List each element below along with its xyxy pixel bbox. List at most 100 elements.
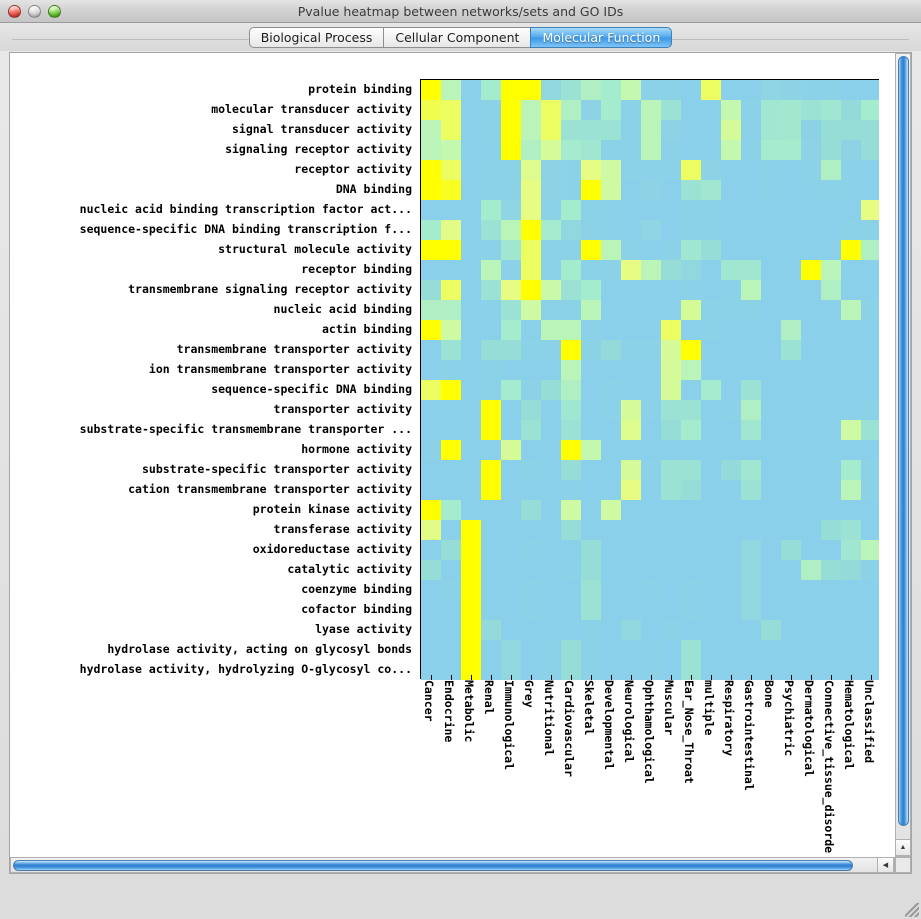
heatmap-cell[interactable] [481, 120, 501, 140]
heatmap-cell[interactable] [421, 380, 441, 400]
heatmap-cell[interactable] [721, 100, 741, 120]
heatmap-cell[interactable] [621, 600, 641, 620]
heatmap-cell[interactable] [841, 540, 861, 560]
heatmap-cell[interactable] [441, 520, 461, 540]
heatmap-cell[interactable] [861, 600, 879, 620]
heatmap-cell[interactable] [841, 380, 861, 400]
heatmap-cell[interactable] [721, 640, 741, 660]
heatmap-cell[interactable] [681, 260, 701, 280]
heatmap-cell[interactable] [841, 360, 861, 380]
heatmap-cell[interactable] [581, 220, 601, 240]
heatmap-cell[interactable] [601, 580, 621, 600]
heatmap-cell[interactable] [441, 260, 461, 280]
heatmap-cell[interactable] [821, 180, 841, 200]
heatmap-cell[interactable] [541, 200, 561, 220]
heatmap-cell[interactable] [561, 460, 581, 480]
heatmap-cell[interactable] [541, 260, 561, 280]
heatmap-cell[interactable] [701, 580, 721, 600]
heatmap-cell[interactable] [861, 200, 879, 220]
heatmap-cell[interactable] [781, 300, 801, 320]
heatmap-cell[interactable] [661, 560, 681, 580]
heatmap-cell[interactable] [461, 440, 481, 460]
heatmap-cell[interactable] [801, 600, 821, 620]
heatmap-cell[interactable] [501, 660, 521, 680]
heatmap-cell[interactable] [541, 80, 561, 100]
heatmap-cell[interactable] [421, 600, 441, 620]
heatmap-cell[interactable] [441, 480, 461, 500]
heatmap-cell[interactable] [541, 520, 561, 540]
heatmap-cell[interactable] [461, 300, 481, 320]
heatmap-cell[interactable] [821, 540, 841, 560]
heatmap-cell[interactable] [481, 600, 501, 620]
heatmap-cell[interactable] [681, 600, 701, 620]
heatmap-cell[interactable] [761, 260, 781, 280]
heatmap-cell[interactable] [601, 500, 621, 520]
heatmap-cell[interactable] [561, 640, 581, 660]
heatmap-cell[interactable] [801, 200, 821, 220]
heatmap-cell[interactable] [421, 560, 441, 580]
heatmap-cell[interactable] [621, 300, 641, 320]
heatmap-cell[interactable] [761, 100, 781, 120]
heatmap-cell[interactable] [721, 240, 741, 260]
heatmap-cell[interactable] [801, 520, 821, 540]
heatmap-cell[interactable] [661, 300, 681, 320]
heatmap-cell[interactable] [861, 260, 879, 280]
heatmap-cell[interactable] [701, 440, 721, 460]
heatmap-cell[interactable] [721, 200, 741, 220]
heatmap-cell[interactable] [701, 400, 721, 420]
heatmap-cell[interactable] [701, 220, 721, 240]
heatmap-cell[interactable] [421, 620, 441, 640]
heatmap-cell[interactable] [421, 80, 441, 100]
heatmap-cell[interactable] [741, 80, 761, 100]
heatmap-cell[interactable] [481, 460, 501, 480]
heatmap-cell[interactable] [461, 660, 481, 680]
heatmap-cell[interactable] [521, 420, 541, 440]
heatmap-cell[interactable] [501, 580, 521, 600]
heatmap-cell[interactable] [421, 480, 441, 500]
heatmap-cell[interactable] [421, 660, 441, 680]
heatmap-cell[interactable] [421, 320, 441, 340]
heatmap-cell[interactable] [681, 180, 701, 200]
heatmap-cell[interactable] [821, 340, 841, 360]
heatmap-cell[interactable] [641, 660, 661, 680]
heatmap-cell[interactable] [501, 420, 521, 440]
heatmap-cell[interactable] [641, 80, 661, 100]
heatmap-cell[interactable] [861, 140, 879, 160]
heatmap-cell[interactable] [661, 440, 681, 460]
heatmap-cell[interactable] [841, 160, 861, 180]
heatmap-cell[interactable] [781, 380, 801, 400]
heatmap-cell[interactable] [681, 360, 701, 380]
heatmap-cell[interactable] [581, 300, 601, 320]
heatmap-cell[interactable] [721, 340, 741, 360]
heatmap-cell[interactable] [781, 540, 801, 560]
heatmap-cell[interactable] [421, 520, 441, 540]
heatmap-cell[interactable] [641, 560, 661, 580]
heatmap-cell[interactable] [601, 140, 621, 160]
heatmap-cell[interactable] [501, 180, 521, 200]
heatmap-cell[interactable] [541, 240, 561, 260]
tab-molecular-function[interactable]: Molecular Function [530, 26, 673, 48]
heatmap-cell[interactable] [781, 600, 801, 620]
heatmap-cell[interactable] [721, 380, 741, 400]
heatmap-cell[interactable] [801, 300, 821, 320]
heatmap-cell[interactable] [501, 500, 521, 520]
heatmap-cell[interactable] [661, 260, 681, 280]
heatmap-cell[interactable] [681, 480, 701, 500]
heatmap-cell[interactable] [741, 340, 761, 360]
heatmap-cell[interactable] [641, 100, 661, 120]
heatmap-cell[interactable] [641, 480, 661, 500]
heatmap-cell[interactable] [521, 220, 541, 240]
heatmap-cell[interactable] [501, 160, 521, 180]
heatmap-cell[interactable] [821, 160, 841, 180]
heatmap-cell[interactable] [661, 580, 681, 600]
heatmap-cell[interactable] [781, 620, 801, 640]
heatmap-cell[interactable] [721, 260, 741, 280]
heatmap-cell[interactable] [501, 600, 521, 620]
heatmap-cell[interactable] [541, 220, 561, 240]
heatmap-cell[interactable] [681, 120, 701, 140]
heatmap-cell[interactable] [461, 80, 481, 100]
heatmap-cell[interactable] [621, 480, 641, 500]
heatmap-cell[interactable] [781, 440, 801, 460]
heatmap-cell[interactable] [861, 220, 879, 240]
heatmap-cell[interactable] [721, 620, 741, 640]
